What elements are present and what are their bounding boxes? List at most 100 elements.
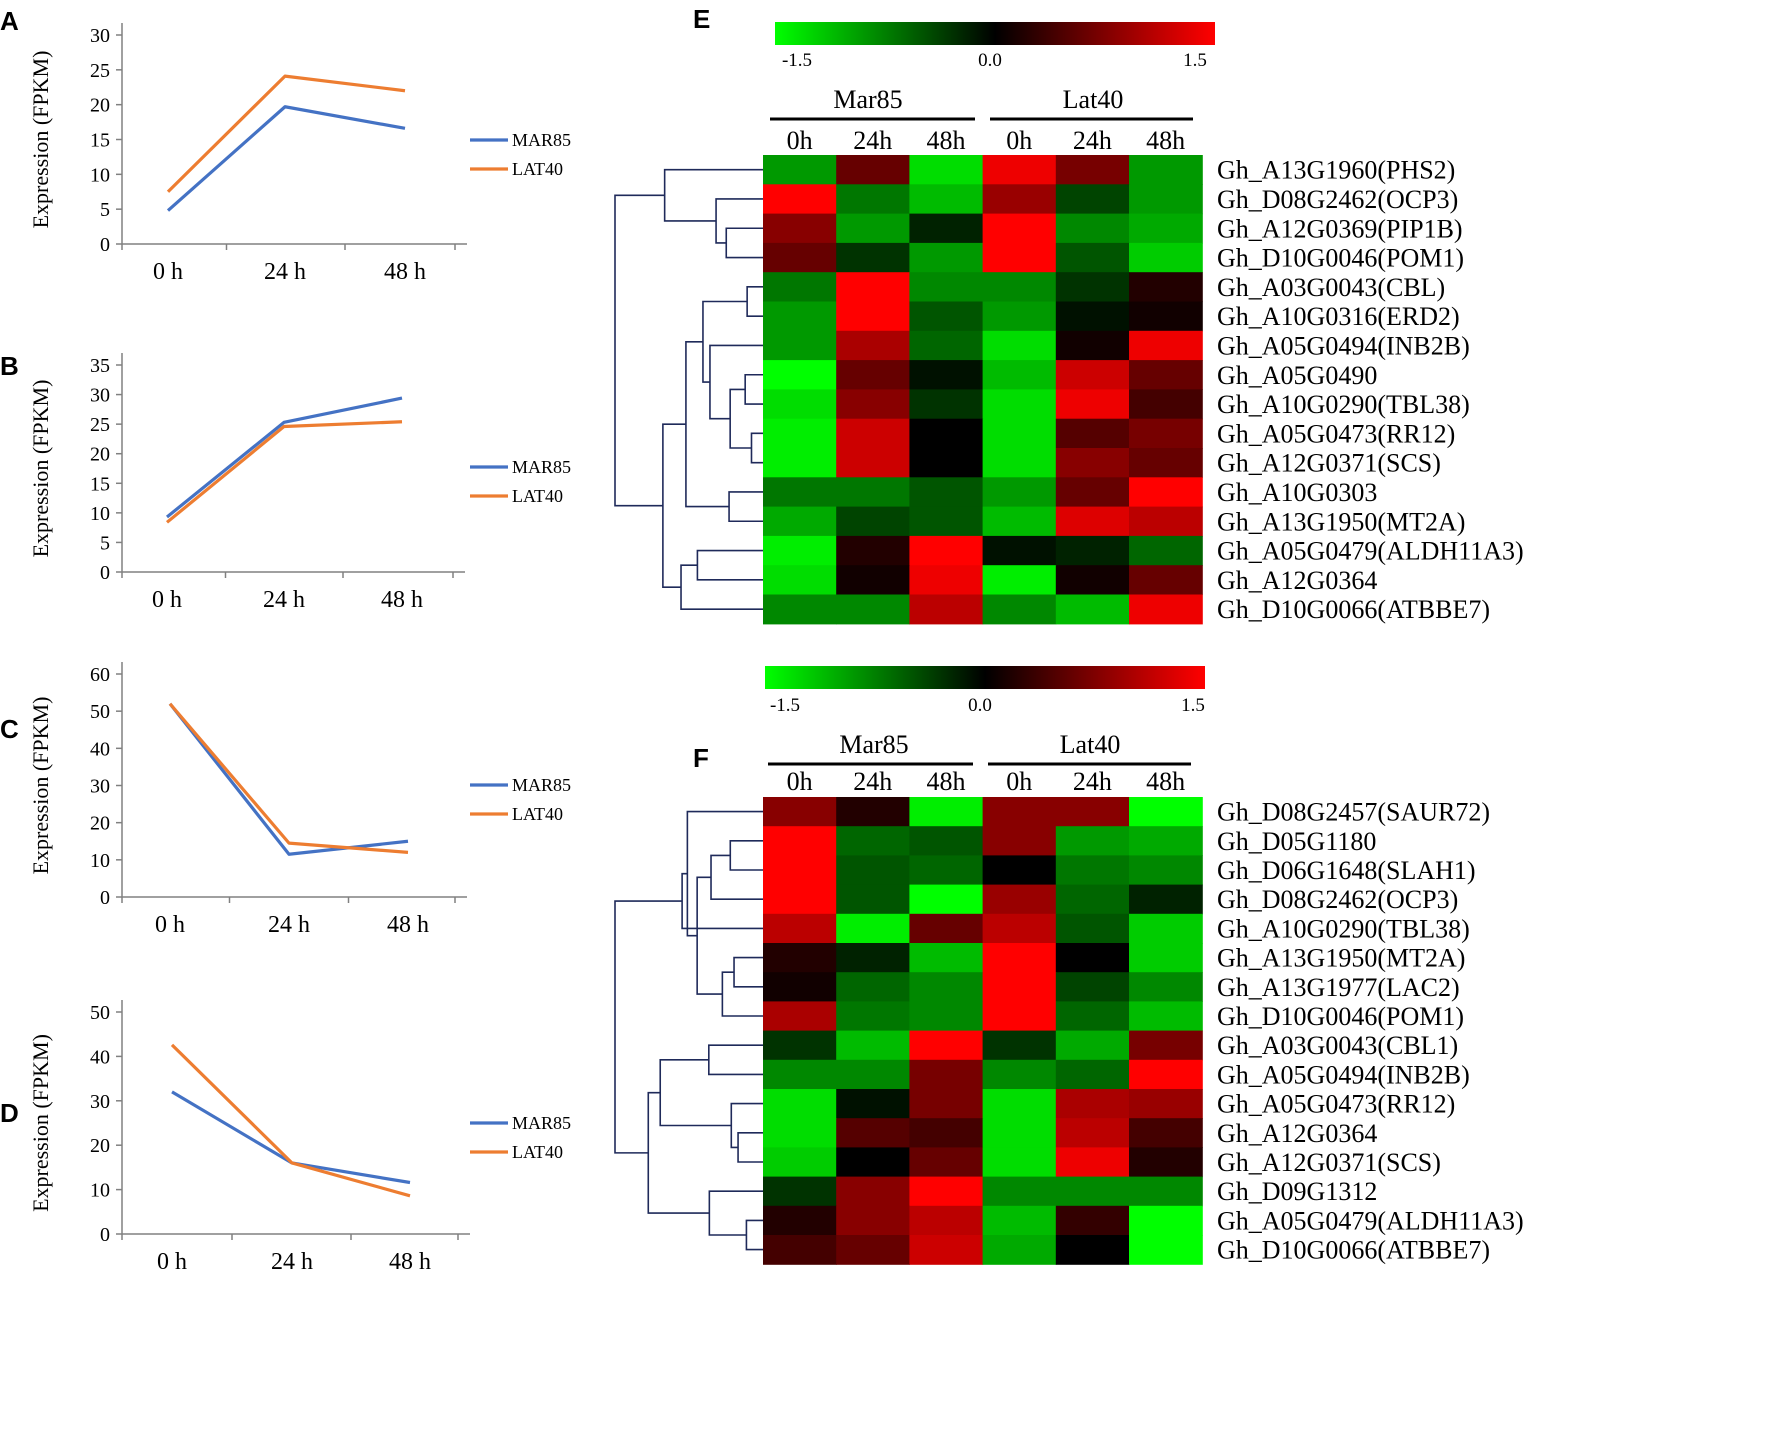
heatmap-cell — [1055, 1205, 1130, 1236]
row-label: Gh_D10G0066(ATBBE7) — [1217, 595, 1490, 624]
heatmap-cell — [1055, 477, 1130, 508]
series-line-lat40 — [165, 420, 403, 524]
heatmap-cell — [836, 884, 910, 915]
heatmap-cell — [909, 1235, 984, 1265]
heatmap-cell — [1129, 594, 1203, 625]
heatmap-cell — [982, 506, 1057, 537]
heatmap-cell — [982, 1235, 1057, 1265]
dendrogram-branch — [663, 168, 763, 222]
heatmap-cell — [763, 855, 837, 886]
heatmap-cell — [982, 477, 1057, 508]
heatmap-cell — [763, 389, 837, 420]
heatmap-cell — [982, 418, 1057, 449]
dendrogram-branch — [730, 1102, 763, 1149]
y-tick-label: 0 — [100, 234, 110, 256]
heatmap-cell — [982, 797, 1057, 827]
y-axis-title: Expression (FPKM) — [28, 51, 53, 229]
line-charts: 0 5 10 15 20 25 30 0 h 24 h 48 h Expression (FPKM)… — [28, 23, 571, 1275]
row-label: Gh_D10G0066(ATBBE7) — [1217, 1236, 1490, 1265]
x-tick-label: 48 h — [384, 259, 426, 285]
legend-label-lat40: LAT40 — [512, 159, 563, 179]
row-label: Gh_A12G0371(SCS) — [1217, 1148, 1441, 1177]
row-label: Gh_A10G0316(ERD2) — [1217, 302, 1460, 331]
heatmap-cell — [909, 972, 984, 1002]
heatmap-cell — [763, 184, 837, 215]
x-tick-label: 24 h — [264, 259, 306, 285]
y-tick-label: 25 — [90, 414, 110, 436]
heatmap-cell — [836, 184, 910, 215]
heatmap-cell — [763, 242, 837, 273]
heatmap-cell — [982, 1118, 1057, 1148]
heatmap-cell — [909, 855, 984, 886]
row-label: Gh_D10G0046(POM1) — [1217, 1002, 1464, 1031]
heatmap-cell — [763, 797, 837, 827]
heatmap-cell — [1055, 184, 1130, 215]
heatmap-cell — [982, 826, 1057, 856]
legend-label-lat40: LAT40 — [512, 486, 563, 506]
heatmap-cell — [982, 1001, 1057, 1032]
color-scale-bar — [765, 666, 1205, 689]
heatmap-cell — [836, 594, 910, 625]
heatmap-cell — [982, 972, 1057, 1002]
y-tick-label: 30 — [90, 385, 110, 407]
dendrogram-branch — [696, 876, 723, 995]
legend-label-lat40: LAT40 — [512, 1142, 563, 1162]
heatmap-cell — [836, 448, 910, 478]
y-tick-label: 40 — [90, 738, 110, 760]
heatmap-cell — [1129, 389, 1203, 420]
heatmap-cell — [1129, 184, 1203, 215]
heatmap-cell — [836, 565, 910, 596]
heatmap-cell — [982, 1176, 1057, 1207]
heatmap-cell — [909, 360, 984, 390]
heatmap-cell — [982, 855, 1057, 886]
heatmap-cell — [1055, 972, 1130, 1002]
dendrogram-branch — [614, 194, 665, 507]
y-tick-label: 5 — [100, 532, 110, 554]
heatmap-cell — [982, 884, 1057, 915]
x-tick-label: 0 h — [152, 587, 182, 613]
heatmap-cell — [1129, 360, 1203, 390]
dendrogram-branch — [715, 198, 763, 244]
heatmap-cell — [1055, 565, 1130, 596]
heatmap-cell — [763, 1118, 837, 1148]
dendrogram-branch — [614, 900, 683, 1154]
heatmap-cell — [1055, 506, 1130, 537]
heatmap-cell — [982, 448, 1057, 478]
heatmap-cell — [1055, 797, 1130, 827]
dendrogram-branch — [686, 810, 763, 937]
series-line-lat40 — [168, 702, 409, 854]
dendrogram-branch — [680, 564, 763, 610]
heatmap-cell — [836, 826, 910, 856]
heatmap-cell — [1129, 272, 1203, 303]
column-label: 48h — [927, 126, 966, 155]
heatmap-cell — [909, 535, 984, 566]
row-label: Gh_A13G1950(MT2A) — [1217, 507, 1465, 536]
heatmap-cell — [909, 213, 984, 244]
heatmap-cell — [1129, 506, 1203, 537]
heatmap-cell — [982, 389, 1057, 420]
dendrogram-branch — [696, 549, 763, 581]
row-label: Gh_A03G0043(CBL1) — [1217, 1031, 1458, 1060]
heatmap-cell — [763, 1089, 837, 1119]
heatmap-cell — [763, 1235, 837, 1265]
color-scale-label: -1.5 — [770, 695, 800, 716]
heatmap-cell — [1129, 155, 1203, 185]
heatmap-cell — [1055, 330, 1130, 361]
heatmap-cell — [763, 477, 837, 508]
heatmap-cell — [1055, 1176, 1130, 1207]
heatmap-cell — [982, 360, 1057, 390]
row-label: Gh_A05G0473(RR12) — [1217, 1090, 1455, 1119]
heatmap-cell — [763, 213, 837, 244]
y-tick-label: 20 — [90, 1135, 110, 1157]
heatmap-cell — [1055, 1089, 1130, 1119]
color-scale-label: -1.5 — [782, 50, 812, 71]
panel-letter-d: D — [0, 1098, 19, 1128]
heatmaps: -1.5 0.0 1.5 Mar85 Lat40 0h 24h 48h 0h 24h 48h Gh_A… — [614, 22, 1524, 1265]
heatmap-cell — [836, 972, 910, 1002]
heatmap-cell — [763, 155, 837, 185]
heatmap-cell — [836, 213, 910, 244]
heatmap-cell — [763, 913, 837, 944]
heatmap-cell — [763, 535, 837, 566]
heatmap-cell — [1129, 1001, 1203, 1032]
